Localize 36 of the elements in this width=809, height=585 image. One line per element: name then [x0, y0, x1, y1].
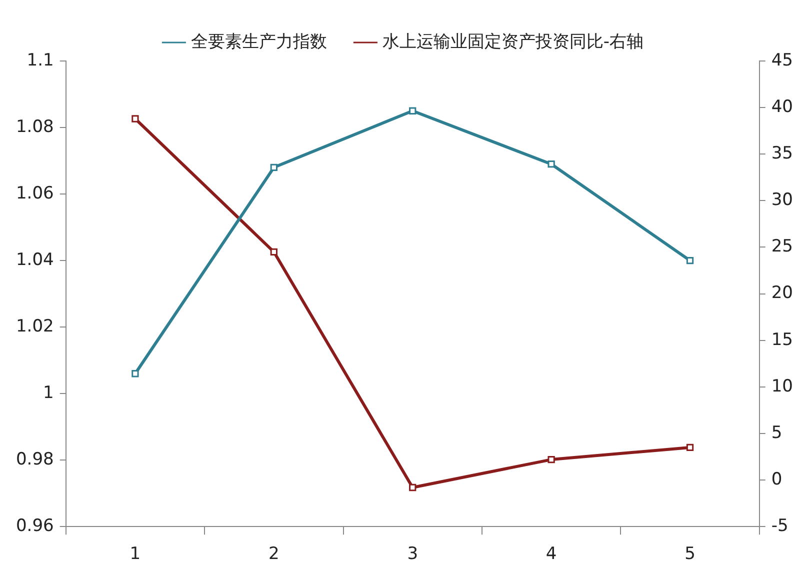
point	[548, 456, 555, 464]
point	[132, 370, 139, 378]
point	[270, 248, 278, 256]
x-tick-label: 5	[684, 544, 696, 564]
x-tick-label: 1	[130, 544, 141, 564]
y2-tick-label: 0	[771, 469, 782, 490]
point	[409, 484, 416, 492]
y-tick-label: 1.1	[26, 50, 54, 70]
y-tick-label: 1.08	[16, 116, 54, 137]
legend-label: 水上运输业固定资产投资同比-右轴	[382, 32, 644, 52]
y-tick-label: 1.02	[16, 316, 54, 336]
y-tick-label: 1.04	[16, 250, 54, 270]
x-tick-label: 3	[407, 544, 418, 564]
y-tick-label: 0.98	[16, 450, 54, 470]
y-tick-label: 1	[43, 382, 54, 403]
y2-tick-label: 15	[771, 330, 794, 350]
point	[409, 107, 416, 114]
y2-tick-label: 10	[771, 376, 794, 396]
x-tick-label: 4	[546, 544, 557, 564]
y-tick-label: 1.06	[16, 183, 54, 204]
y2-tick-label: 20	[771, 283, 794, 304]
x-tick-label: 2	[268, 544, 280, 564]
y2-tick-label: -5	[771, 516, 788, 536]
y2-tick-label: 25	[771, 236, 794, 257]
y2-tick-label: 5	[771, 422, 782, 443]
point	[548, 160, 555, 168]
y2-tick-label: 45	[771, 50, 794, 70]
point	[132, 115, 139, 122]
y2-tick-label: 40	[771, 96, 794, 117]
point	[270, 164, 278, 171]
legend-label: 全要素生产力指数	[190, 32, 327, 52]
y2-tick-label: 35	[771, 144, 794, 164]
y-tick-label: 0.96	[16, 516, 54, 536]
point	[686, 256, 694, 264]
point	[686, 444, 694, 452]
y2-tick-label: 30	[771, 190, 794, 210]
